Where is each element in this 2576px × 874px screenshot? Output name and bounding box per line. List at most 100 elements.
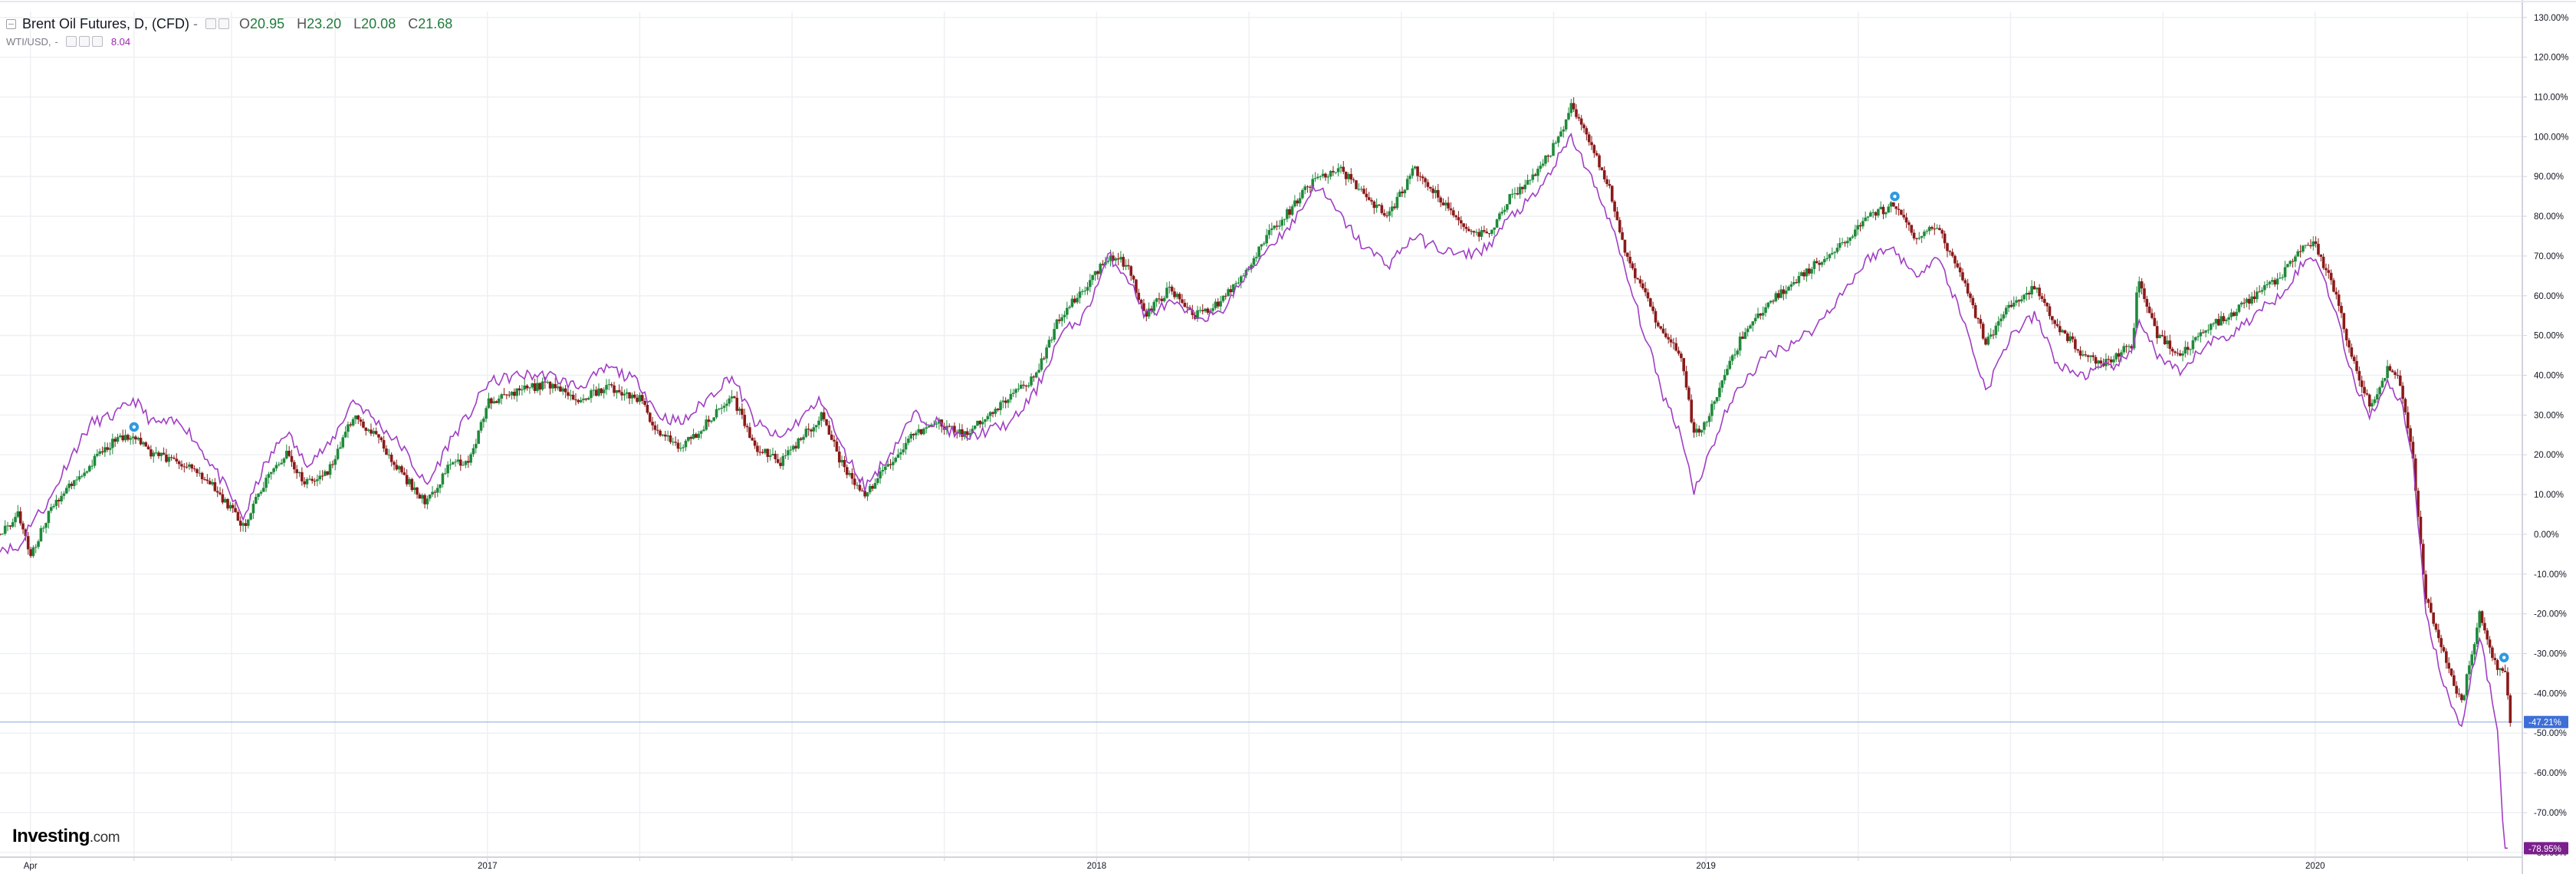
brent-candle — [687, 436, 690, 442]
brent-candle — [1981, 321, 1985, 340]
event-marker-icon[interactable] — [128, 421, 140, 433]
candle-body — [1030, 376, 1033, 386]
candle-body — [351, 419, 355, 426]
candle-body — [682, 447, 685, 449]
brent-candle — [1403, 189, 1407, 198]
candle-body — [502, 394, 506, 396]
collapse-legend-icon[interactable] — [6, 18, 16, 29]
brent-candle — [1513, 187, 1516, 199]
brent-candle — [2296, 248, 2300, 257]
candle-body — [1265, 235, 1268, 244]
brent-candle — [2191, 335, 2195, 354]
brent-candle — [308, 475, 311, 481]
badge-background — [2524, 715, 2568, 728]
candle-body — [1042, 358, 1046, 360]
event-markers[interactable] — [128, 190, 2510, 664]
candle-body — [372, 431, 376, 434]
brent-candle — [47, 511, 51, 529]
brent-candle — [774, 450, 777, 464]
brent-candle — [2027, 291, 2031, 300]
brent-candle — [1267, 224, 1271, 239]
event-marker-icon[interactable] — [1888, 190, 1901, 202]
main-series-legend[interactable]: Brent Oil Futures, D, (CFD) - O 20.95 H 23… — [6, 14, 457, 34]
brent-candle — [817, 416, 820, 429]
candle-body — [1112, 255, 1115, 261]
brent-candle — [1490, 229, 1493, 236]
brent-candle — [833, 435, 836, 448]
brent-candle — [108, 442, 112, 455]
candle-body — [1493, 227, 1497, 230]
candle-body — [2344, 329, 2348, 340]
brent-candle — [2109, 356, 2113, 369]
brent-candle — [1081, 288, 1084, 295]
brent-candle — [1687, 385, 1691, 402]
candle-body — [909, 433, 913, 439]
candle-body — [953, 426, 956, 432]
candle-body — [2094, 356, 2098, 364]
candle-body — [297, 472, 301, 474]
brent-candle — [2189, 348, 2192, 356]
candle-body — [1260, 244, 1263, 247]
price-axis[interactable]: 130.00%120.00%110.00%100.00%90.00%80.00%… — [2522, 0, 2568, 874]
brent-candle — [2373, 396, 2377, 406]
hide-compare-icon[interactable] — [65, 36, 77, 47]
candle-body — [1657, 322, 1660, 327]
candle-body — [525, 385, 529, 389]
brent-candle — [666, 430, 669, 442]
brent-candle — [1034, 371, 1038, 379]
remove-compare-icon[interactable] — [91, 36, 103, 47]
candle-body — [272, 468, 275, 472]
candle-body — [41, 527, 45, 529]
brent-candle — [2128, 343, 2131, 352]
y-tick-label: 20.00% — [2534, 451, 2564, 460]
brent-candle — [600, 387, 603, 396]
brent-candle — [2022, 294, 2026, 303]
brent-candle — [1508, 193, 1512, 205]
candle-body — [52, 505, 55, 508]
brent-candle — [2434, 623, 2438, 632]
brent-candle — [1633, 262, 1637, 284]
brent-candle — [356, 414, 360, 425]
brent-candle — [1544, 155, 1547, 167]
candle-body — [1462, 223, 1465, 227]
brent-candle — [2145, 295, 2149, 314]
brent-candle — [1086, 281, 1089, 295]
candle-body — [1160, 298, 1164, 301]
brent-candle — [1436, 183, 1440, 202]
brent-candle — [2112, 355, 2115, 366]
brent-candle — [508, 391, 511, 398]
brent-candle — [584, 398, 588, 402]
brent-candle — [2406, 406, 2410, 435]
brent-candle — [423, 493, 426, 509]
brent-candle — [443, 468, 447, 475]
brent-candle — [2170, 347, 2174, 356]
brent-candle — [1319, 175, 1322, 181]
brent-candle — [1797, 271, 1801, 287]
settings-icon[interactable] — [219, 18, 230, 29]
candle-body — [2268, 281, 2272, 284]
candle-body — [1316, 176, 1319, 179]
brent-candle — [389, 452, 393, 467]
brent-candle — [1664, 328, 1668, 339]
compare-settings-icon[interactable] — [78, 36, 90, 47]
candle-body — [2245, 298, 2249, 303]
brent-candle — [996, 408, 1000, 412]
event-marker-icon[interactable] — [2498, 651, 2510, 664]
candle-body — [892, 462, 895, 465]
brent-candle — [172, 455, 176, 460]
hide-series-icon[interactable] — [205, 18, 217, 29]
brent-candle — [402, 467, 406, 475]
candle-body — [884, 466, 887, 470]
candle-body — [787, 450, 790, 455]
brent-candle — [978, 419, 982, 429]
brent-candle — [259, 489, 263, 496]
candle-body — [689, 437, 692, 439]
candle-body — [774, 453, 777, 459]
compare-series-legend[interactable]: WTI/USD, - 8.04 — [6, 34, 457, 49]
brent-candle — [159, 452, 163, 462]
candle-body — [293, 462, 296, 470]
brent-candle — [446, 461, 449, 478]
candle-body — [8, 525, 12, 527]
